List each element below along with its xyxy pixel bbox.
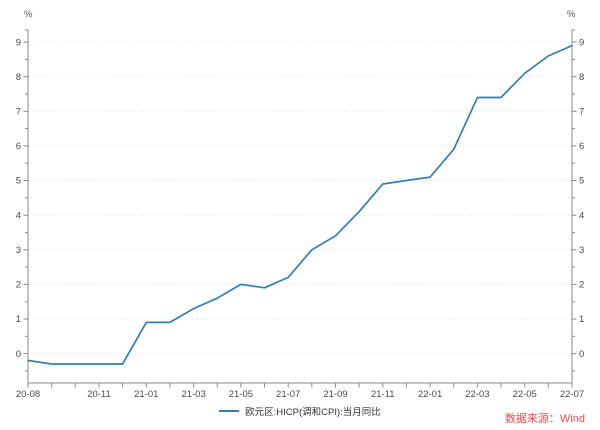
svg-text:21-07: 21-07	[276, 389, 300, 400]
svg-text:21-09: 21-09	[323, 389, 347, 400]
svg-text:1: 1	[579, 314, 584, 325]
svg-text:22-05: 22-05	[513, 389, 537, 400]
svg-text:22-07: 22-07	[560, 389, 584, 400]
svg-text:8: 8	[16, 72, 21, 83]
y-axis-unit-left: %	[24, 9, 33, 20]
svg-text:8: 8	[579, 72, 584, 83]
y-axis-unit-right: %	[567, 9, 576, 20]
x-axis-ticks	[27, 383, 573, 388]
svg-text:4: 4	[579, 210, 584, 221]
svg-text:3: 3	[16, 245, 21, 256]
svg-text:3: 3	[579, 245, 584, 256]
svg-text:22-03: 22-03	[465, 389, 489, 400]
svg-text:0: 0	[579, 349, 584, 360]
y-axis-labels: 0 0 1 1 2 2 3 3 4 4 5 5 6 6 7 7 8 8 9 9	[16, 37, 585, 360]
svg-text:5: 5	[16, 176, 21, 187]
y-axis-ticks	[23, 29, 577, 372]
svg-text:9: 9	[579, 37, 584, 48]
svg-text:6: 6	[579, 141, 584, 152]
svg-text:21-01: 21-01	[134, 389, 158, 400]
svg-text:20-08: 20-08	[16, 389, 40, 400]
legend-line-marker	[219, 410, 240, 412]
svg-text:21-03: 21-03	[181, 389, 205, 400]
svg-text:22-01: 22-01	[418, 389, 442, 400]
svg-text:2: 2	[579, 280, 584, 291]
svg-text:9: 9	[16, 37, 21, 48]
legend-label: 欧元区:HICP(调和CPI):当月同比	[245, 407, 381, 418]
data-source-label: 数据来源：Wind	[504, 413, 585, 425]
axes	[27, 30, 573, 384]
svg-text:1: 1	[16, 314, 21, 325]
svg-text:5: 5	[579, 176, 584, 187]
svg-text:6: 6	[16, 141, 21, 152]
svg-text:21-11: 21-11	[371, 389, 395, 400]
svg-text:0: 0	[16, 349, 21, 360]
svg-text:7: 7	[16, 107, 21, 118]
legend: 欧元区:HICP(调和CPI):当月同比	[0, 404, 600, 418]
x-axis-labels: 20-08 20-11 21-01 21-03 21-05 21-07 21-09 21-11…	[16, 389, 584, 400]
gridlines	[28, 41, 572, 355]
svg-text:4: 4	[16, 210, 21, 221]
svg-text:21-05: 21-05	[229, 389, 253, 400]
svg-text:20-11: 20-11	[87, 389, 111, 400]
svg-text:2: 2	[16, 280, 21, 291]
series-line-0	[27, 44, 573, 365]
svg-text:7: 7	[579, 107, 584, 118]
